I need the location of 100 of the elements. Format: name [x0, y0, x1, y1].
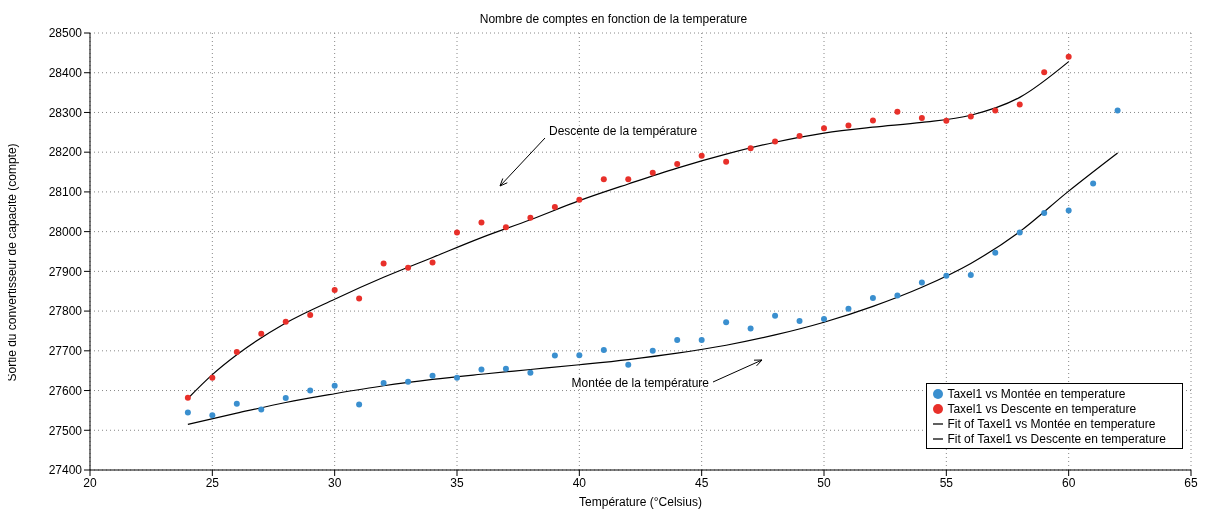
- point: [967, 113, 974, 120]
- point: [992, 107, 999, 114]
- point: [356, 295, 363, 302]
- point: [821, 316, 827, 323]
- point: [747, 145, 754, 152]
- y-tick-label: 28200: [48, 145, 83, 160]
- y-tick-label: 27700: [48, 344, 83, 359]
- point: [356, 401, 363, 408]
- point: [307, 312, 314, 319]
- point: [551, 352, 558, 359]
- point: [894, 108, 901, 115]
- x-tick-label: 35: [450, 475, 464, 490]
- point: [869, 294, 876, 301]
- point: [918, 279, 925, 286]
- point: [943, 117, 950, 124]
- point: [649, 347, 656, 354]
- point: [1041, 209, 1048, 216]
- x-tick-label: 20: [83, 475, 97, 490]
- y-tick-label: 28100: [48, 185, 83, 200]
- point: [527, 369, 534, 376]
- point: [649, 169, 656, 176]
- y-axis-title: Sortie du convertisseur de capacité (compte): [5, 143, 20, 382]
- x-tick-label: 50: [817, 475, 831, 490]
- point: [307, 387, 314, 394]
- point: [478, 366, 485, 373]
- y-tick-label: 28000: [48, 224, 83, 239]
- x-tick-label: 55: [939, 475, 954, 490]
- point: [233, 400, 240, 407]
- point: [1090, 180, 1097, 187]
- point: [625, 361, 632, 368]
- y-tick-label: 27500: [48, 423, 83, 438]
- annotation: Descente de la température: [549, 124, 698, 138]
- legend-label: Taxel1 vs Montée en temperature: [947, 387, 1126, 401]
- point: [992, 249, 999, 256]
- legend-label: Taxel1 vs Descente en temperature: [947, 402, 1137, 416]
- point: [674, 337, 681, 344]
- x-tick-label: 60: [1061, 475, 1076, 490]
- point: [600, 176, 607, 183]
- point: [233, 349, 240, 356]
- point: [184, 394, 191, 401]
- legend-label: Fit of Taxel1 vs Descente en temperature: [947, 432, 1166, 446]
- point: [796, 318, 803, 325]
- y-tick-label: 28400: [48, 65, 83, 80]
- point: [527, 214, 534, 221]
- point: [258, 330, 265, 337]
- point: [454, 374, 460, 381]
- point: [1065, 207, 1072, 214]
- point: [380, 260, 387, 267]
- point: [821, 125, 827, 132]
- point: [918, 115, 925, 122]
- point: [478, 219, 485, 226]
- point: [723, 319, 730, 326]
- point: [698, 337, 705, 344]
- point: [894, 292, 901, 299]
- x-tick-label: 40: [572, 475, 587, 490]
- y-tick-label: 27400: [48, 463, 83, 478]
- x-tick-label: 65: [1184, 475, 1198, 490]
- y-tick-label: 27900: [48, 264, 83, 279]
- point: [502, 365, 509, 372]
- point: [380, 380, 387, 386]
- point: [282, 318, 289, 325]
- point: [1065, 53, 1072, 60]
- point: [845, 305, 852, 312]
- point: [625, 176, 632, 183]
- point: [772, 312, 779, 319]
- point: [723, 158, 730, 165]
- x-tick-label: 30: [327, 475, 342, 490]
- legend-label: Fit of Taxel1 vs Montée en temperature: [947, 417, 1156, 431]
- point: [772, 138, 779, 145]
- point: [454, 229, 460, 236]
- point: [576, 196, 583, 203]
- point: [184, 409, 191, 416]
- point: [258, 406, 265, 413]
- y-tick-label: 27800: [48, 304, 83, 319]
- point: [429, 372, 436, 379]
- point: [1016, 229, 1023, 236]
- point: [209, 412, 216, 419]
- x-tick-label: 25: [205, 475, 220, 490]
- point: [796, 132, 803, 139]
- point: [576, 352, 583, 359]
- point: [698, 152, 705, 159]
- point: [869, 117, 876, 124]
- y-tick-label: 28300: [48, 105, 83, 120]
- point: [674, 161, 681, 168]
- point: [1114, 107, 1121, 114]
- y-tick-label: 28500: [48, 26, 83, 41]
- point: [331, 382, 338, 389]
- point: [551, 204, 558, 211]
- annotation: Montée de la température: [571, 376, 710, 390]
- chart-title: Nombre de comptes en fonction de la temperature: [478, 12, 749, 26]
- point: [845, 122, 852, 129]
- point: [1041, 69, 1048, 76]
- point: [405, 264, 412, 271]
- y-tick-label: 27600: [48, 383, 83, 398]
- point: [943, 272, 950, 279]
- point: [502, 224, 509, 231]
- point: [600, 347, 607, 354]
- x-axis-title: Température (°Celsius): [579, 495, 702, 509]
- point: [1016, 101, 1023, 108]
- point: [209, 374, 216, 381]
